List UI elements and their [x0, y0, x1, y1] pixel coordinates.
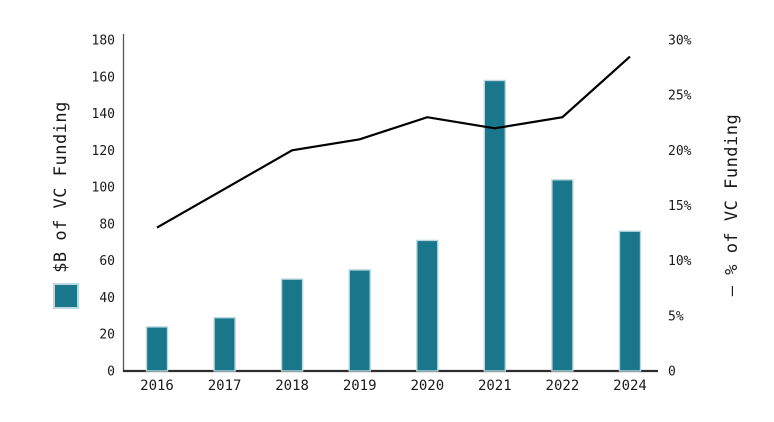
- x-tick-2017: 2017: [208, 378, 242, 394]
- x-tick-2018: 2018: [275, 378, 309, 394]
- left-tick-0: 0: [107, 365, 115, 380]
- x-tick-2021: 2021: [478, 378, 512, 394]
- left-tick-100: 100: [92, 181, 115, 196]
- left-axis-title: $B of VC Funding: [51, 101, 71, 273]
- left-axis-tick-labels: 0 20 40 60 80 100 120 140 160 180: [92, 34, 115, 380]
- left-tick-160: 160: [92, 70, 115, 85]
- line-series: [156, 55, 631, 229]
- bar-2017: [213, 317, 236, 372]
- bar-2016: [145, 326, 169, 372]
- bar-2024: [618, 230, 642, 372]
- right-tick-10%: 10%: [668, 254, 692, 269]
- x-axis-tick-labels: 2016 2017 2018 2019 2020 2021 2022 2024: [140, 378, 647, 394]
- right-tick-0: 0: [668, 365, 676, 380]
- bar-legend-swatch: [53, 283, 79, 309]
- bar-2021: [483, 79, 506, 372]
- x-tick-2024: 2024: [613, 378, 647, 394]
- right-tick-5%: 5%: [668, 309, 684, 324]
- right-axis-title: — % of VC Funding: [722, 114, 742, 297]
- left-tick-60: 60: [99, 254, 115, 269]
- x-tick-2022: 2022: [546, 378, 580, 394]
- left-tick-80: 80: [99, 217, 115, 232]
- left-tick-120: 120: [92, 144, 115, 159]
- left-tick-20: 20: [99, 328, 115, 343]
- left-tick-140: 140: [92, 107, 115, 122]
- bar-2022: [551, 179, 574, 372]
- left-tick-180: 180: [92, 34, 115, 49]
- right-tick-25%: 25%: [668, 89, 692, 104]
- right-tick-15%: 15%: [668, 199, 692, 214]
- x-tick-2019: 2019: [343, 378, 377, 394]
- bar-series: [145, 79, 642, 372]
- left-tick-40: 40: [99, 291, 115, 306]
- right-tick-20%: 20%: [668, 144, 692, 159]
- right-axis-tick-labels: 0 5% 10% 15% 20% 25% 30%: [668, 34, 692, 380]
- bar-2020: [416, 239, 439, 372]
- bar-2019: [348, 269, 371, 372]
- x-tick-2020: 2020: [410, 378, 444, 394]
- x-tick-2016: 2016: [140, 378, 174, 394]
- right-tick-30%: 30%: [668, 34, 692, 49]
- bar-2018: [280, 278, 304, 372]
